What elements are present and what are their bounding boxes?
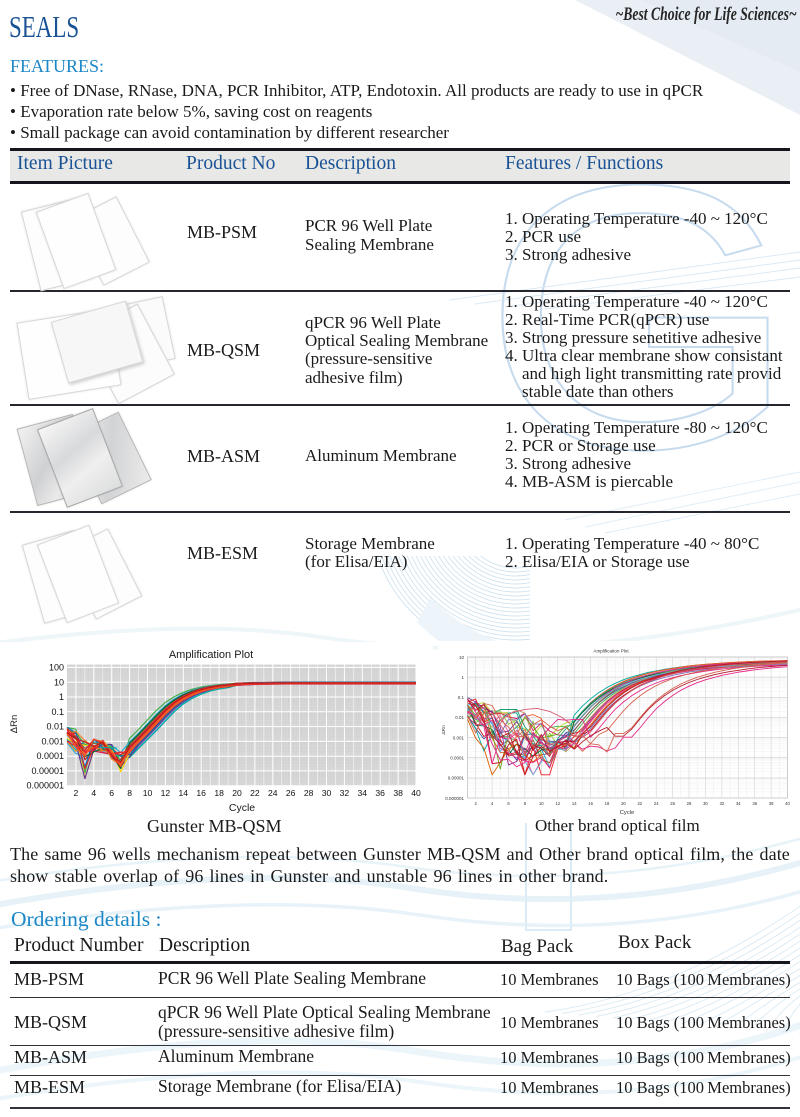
svg-text:8: 8 [127,788,132,798]
svg-text:28: 28 [687,801,692,806]
svg-text:10: 10 [539,801,544,806]
svg-text:Cycle: Cycle [229,802,255,814]
svg-text:2: 2 [74,788,79,798]
svg-text:Amplification Plot: Amplification Plot [169,649,253,661]
svg-text:32: 32 [340,788,350,798]
svg-text:100: 100 [49,663,64,673]
svg-text:8: 8 [524,801,527,806]
svg-text:0.01: 0.01 [455,715,464,720]
svg-text:Amplification Plot: Amplification Plot [593,649,629,654]
svg-text:0.1: 0.1 [458,695,465,700]
svg-text:12: 12 [161,788,171,798]
svg-text:0.001: 0.001 [453,735,465,740]
svg-text:0.000001: 0.000001 [26,781,64,791]
svg-text:Cycle: Cycle [620,810,635,816]
svg-text:26: 26 [670,801,675,806]
svg-text:20: 20 [621,801,626,806]
svg-text:24: 24 [654,801,659,806]
svg-text:32: 32 [720,801,725,806]
svg-text:10: 10 [54,677,64,687]
svg-text:24: 24 [268,788,278,798]
svg-text:10: 10 [459,655,465,660]
svg-text:6: 6 [507,801,510,806]
svg-text:34: 34 [736,801,741,806]
svg-text:2: 2 [475,801,478,806]
svg-text:ΔRn: ΔRn [9,715,20,734]
svg-text:1: 1 [461,675,464,680]
svg-text:0.00001: 0.00001 [448,776,465,781]
svg-text:18: 18 [605,801,610,806]
svg-text:4: 4 [91,788,96,798]
svg-text:30: 30 [703,801,708,806]
svg-text:12: 12 [555,801,560,806]
svg-text:16: 16 [588,801,593,806]
svg-text:26: 26 [286,788,296,798]
svg-text:14: 14 [572,801,577,806]
svg-text:1: 1 [59,692,64,702]
svg-text:0.001: 0.001 [41,736,64,746]
svg-text:30: 30 [322,788,332,798]
svg-text:36: 36 [752,801,757,806]
svg-text:0.00001: 0.00001 [31,766,64,776]
svg-text:0.0001: 0.0001 [450,756,464,761]
svg-text:14: 14 [179,788,189,798]
svg-text:22: 22 [250,788,260,798]
svg-text:40: 40 [411,788,421,798]
svg-text:6: 6 [109,788,114,798]
svg-text:36: 36 [375,788,385,798]
svg-text:22: 22 [637,801,642,806]
svg-text:18: 18 [214,788,224,798]
svg-text:0.01: 0.01 [46,722,64,732]
svg-text:34: 34 [358,788,368,798]
svg-text:0.1: 0.1 [51,707,64,717]
svg-text:ΔRn: ΔRn [441,725,447,735]
svg-text:10: 10 [143,788,153,798]
svg-text:16: 16 [196,788,206,798]
svg-text:0.000001: 0.000001 [445,796,464,801]
svg-text:28: 28 [304,788,314,798]
svg-text:4: 4 [491,801,494,806]
svg-text:20: 20 [232,788,242,798]
svg-text:38: 38 [769,801,774,806]
svg-text:38: 38 [393,788,403,798]
svg-text:0.0001: 0.0001 [36,751,64,761]
svg-text:40: 40 [785,801,790,806]
